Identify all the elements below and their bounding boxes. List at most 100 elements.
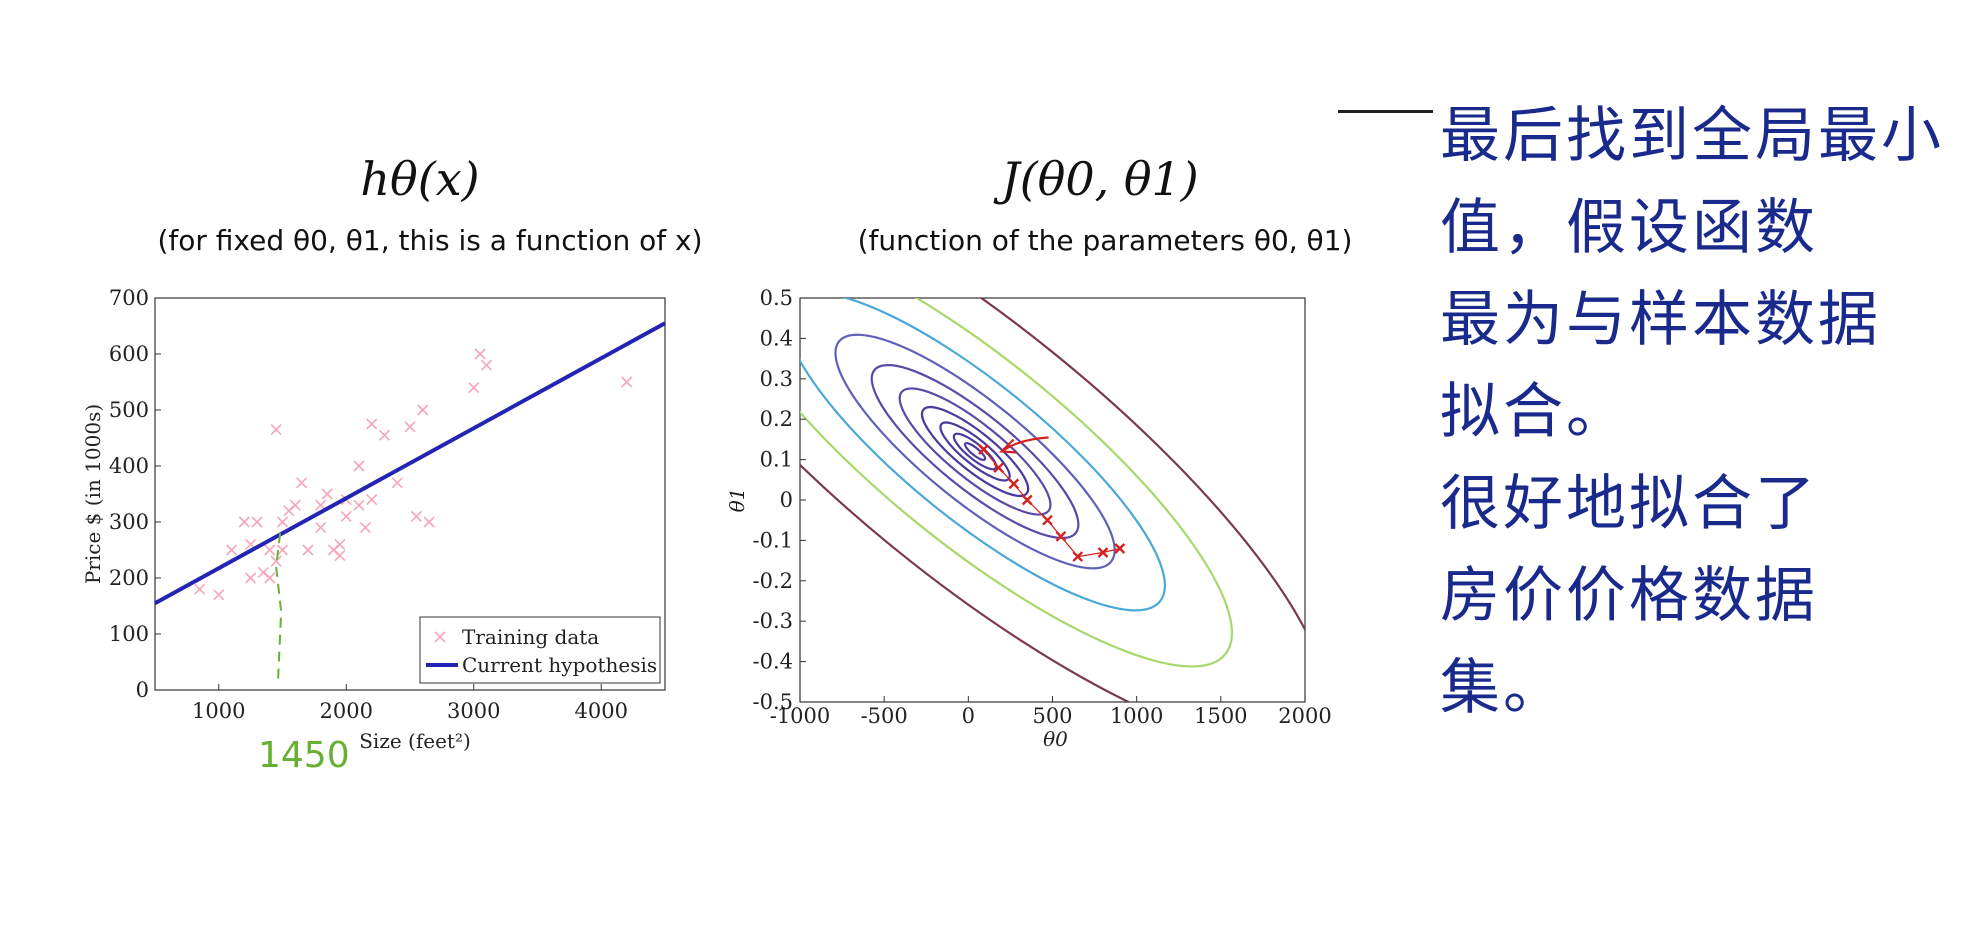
y-tick-label: 500: [109, 398, 149, 422]
left-chart-title: hθ(x): [360, 152, 480, 206]
training-data-point: [315, 522, 327, 534]
y-tick-label: -0.2: [753, 569, 794, 593]
y-tick-label: -0.5: [753, 690, 794, 714]
x-tick-label: 4000: [575, 699, 628, 723]
training-data-point: [321, 488, 333, 500]
training-data-point: [474, 348, 486, 360]
training-data-point: [353, 499, 365, 511]
x-axis-label: Size (feet²): [359, 729, 471, 753]
legend-label: Training data: [462, 625, 599, 649]
x-tick-label: 1000: [192, 699, 245, 723]
note-line: 最后找到全局最小: [1440, 101, 1944, 171]
note-line: 房价价格数据: [1440, 561, 1818, 631]
descent-step-point: [1008, 478, 1020, 490]
y-tick-label: 200: [109, 566, 149, 590]
y-tick-label: -0.3: [753, 609, 794, 633]
legend-marker-training: [434, 631, 446, 643]
training-data-point: [334, 538, 346, 550]
contour-line: [800, 298, 1167, 612]
dash-mark: [1338, 110, 1433, 113]
legend-label: Current hypothesis: [462, 653, 657, 677]
x-tick-label: 3000: [447, 699, 500, 723]
y-tick-label: 0.5: [760, 286, 793, 310]
y-tick-label: 700: [109, 286, 149, 310]
y-axis-label: Price $ (in 1000s): [81, 404, 105, 584]
note-line: 拟合。: [1440, 377, 1629, 447]
x-tick-label: 2000: [1278, 704, 1331, 728]
y-tick-label: 0: [136, 678, 149, 702]
right-plot-frame: [799, 297, 1306, 703]
contour-line: [920, 406, 1030, 497]
training-data-point: [264, 572, 276, 584]
y-tick-label: 0: [780, 488, 793, 512]
descent-step-point: [978, 444, 989, 455]
training-data-point: [359, 522, 371, 534]
y-tick-label: 0.1: [760, 448, 793, 472]
left-chart-subtitle: (for fixed θ0, θ1, this is a function of…: [157, 224, 703, 257]
right-chart-subtitle: (function of the parameters θ0, θ1): [857, 224, 1353, 257]
note-line: 很好地拟合了: [1440, 469, 1818, 539]
note-line: 最为与样本数据: [1440, 285, 1881, 355]
descent-step-point: [1021, 494, 1033, 506]
training-data-point: [276, 544, 289, 556]
training-data-point: [480, 359, 493, 371]
x-tick-label: 2000: [320, 699, 373, 723]
contour-group: [800, 298, 1305, 702]
y-tick-label: 600: [109, 342, 149, 366]
training-data-point: [213, 589, 225, 601]
x-tick-label: 0: [962, 704, 975, 728]
training-data-point: [245, 572, 257, 584]
y-tick-label: 0.4: [760, 326, 793, 350]
training-data-point: [423, 516, 435, 528]
note-line: 集。: [1440, 653, 1566, 723]
y-tick-label: 400: [109, 454, 149, 478]
training-data-point: [238, 516, 250, 528]
x-axis-label: θ0: [1043, 727, 1068, 751]
handwritten-notes: 最后找到全局最小 值，假设函数 最为与样本数据 拟合。 很好地拟合了 房价价格数…: [1440, 90, 1960, 734]
training-data-point: [270, 424, 282, 436]
x-tick-label: -1000: [770, 704, 831, 728]
training-data-point: [366, 494, 378, 506]
training-data-point: [366, 418, 378, 430]
descent-step-point: [1055, 531, 1067, 542]
minimum-arrow-head: [999, 438, 1017, 454]
training-data-point: [264, 544, 276, 556]
x-tick-label: 1000: [1110, 704, 1163, 728]
legend-box: [419, 616, 661, 684]
training-data-point: [340, 510, 352, 522]
y-tick-label: -0.1: [753, 528, 794, 552]
y-tick-label: 300: [109, 510, 149, 534]
note-line: 值，假设函数: [1440, 193, 1818, 263]
descent-step-point: [1072, 551, 1084, 562]
training-data-point: [404, 421, 416, 433]
training-data-point: [270, 555, 282, 567]
hypothesis-line: [154, 321, 666, 605]
y-tick-label: 0.2: [760, 407, 793, 431]
contour-line: [963, 442, 987, 462]
descent-step-point: [993, 462, 1004, 474]
training-data-point: [353, 460, 365, 472]
y-tick-label: 100: [109, 622, 149, 646]
training-data-point: [334, 550, 346, 562]
training-data-point: [417, 404, 429, 416]
training-data-point: [621, 376, 633, 388]
green-note: 1450: [258, 735, 350, 776]
training-data-point: [194, 583, 206, 595]
descent-step-point: [1114, 543, 1126, 554]
training-data-point: [251, 516, 263, 528]
x-tick-label: 1500: [1194, 704, 1247, 728]
descent-step-point: [1097, 547, 1109, 558]
x-tick-label: -500: [861, 704, 908, 728]
training-data-point: [296, 477, 308, 489]
training-data-point: [289, 499, 301, 511]
contour-line: [898, 387, 1052, 516]
descent-step-point: [1042, 514, 1053, 526]
contour-line: [834, 333, 1116, 570]
contour-line: [800, 298, 1305, 702]
contour-line: [870, 363, 1080, 540]
training-data-point: [302, 544, 314, 556]
minimum-arrow: [1002, 436, 1049, 452]
training-data-point: [276, 516, 289, 528]
x-tick-label: 500: [1032, 704, 1072, 728]
